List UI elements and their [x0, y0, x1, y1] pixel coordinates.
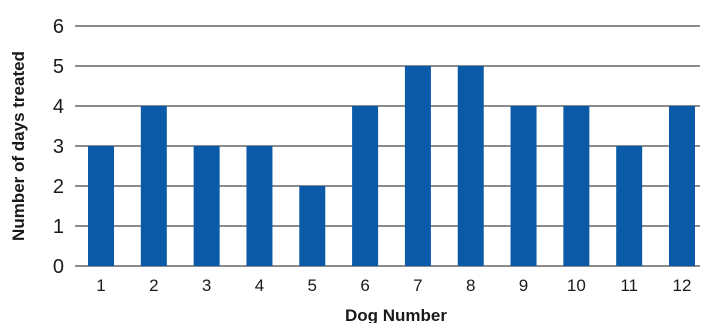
- bar-dog-2: [140, 106, 167, 266]
- x-tick-label: 10: [567, 276, 586, 295]
- bar-dog-8: [457, 66, 484, 266]
- bar-dog-10: [563, 106, 590, 266]
- bars: [88, 66, 695, 266]
- x-tick-label: 6: [360, 276, 369, 295]
- y-tick-label: 0: [53, 256, 64, 278]
- x-tick-label: 4: [255, 276, 264, 295]
- bar-dog-7: [404, 66, 431, 266]
- y-tick-label: 5: [53, 56, 64, 78]
- bar-dog-6: [352, 106, 379, 266]
- y-tick-label: 3: [53, 136, 64, 158]
- y-tick-label: 1: [53, 216, 64, 238]
- x-tick-label: 12: [673, 276, 692, 295]
- bar-dog-1: [88, 146, 114, 266]
- bar-dog-5: [299, 186, 326, 266]
- y-tick-label: 2: [53, 176, 64, 198]
- x-axis-ticks: 1 2 3 4 5 6 7 8 9 10 11 12: [96, 276, 691, 295]
- x-tick-label: 9: [519, 276, 528, 295]
- x-tick-label: 7: [413, 276, 422, 295]
- x-axis-label: Dog Number: [345, 306, 447, 323]
- y-axis-ticks: 0 1 2 3 4 5 6: [53, 16, 64, 278]
- bar-dog-12: [669, 106, 695, 266]
- x-tick-label: 11: [620, 276, 638, 295]
- x-tick-label: 8: [466, 276, 475, 295]
- y-tick-label: 6: [53, 16, 64, 38]
- y-axis-label: Number of days treated: [9, 51, 28, 241]
- bar-dog-9: [510, 106, 537, 266]
- x-tick-label: 1: [96, 276, 105, 295]
- y-tick-label: 4: [53, 96, 64, 118]
- bar-dog-4: [246, 146, 273, 266]
- x-tick-label: 5: [308, 276, 317, 295]
- bar-dog-3: [193, 146, 220, 266]
- x-tick-label: 3: [202, 276, 211, 295]
- bar-dog-11: [616, 146, 643, 266]
- gridlines: [75, 25, 700, 267]
- x-tick-label: 2: [149, 276, 158, 295]
